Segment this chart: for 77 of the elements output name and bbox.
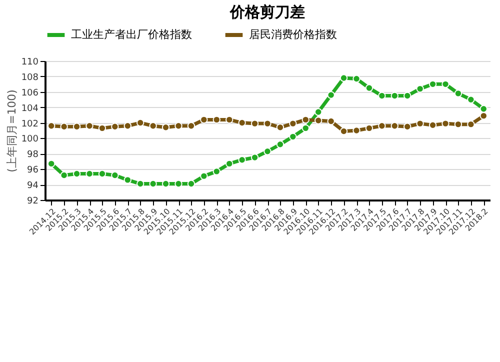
point — [60, 122, 68, 130]
chart-title: 价格剪刀差 — [229, 3, 305, 21]
point — [72, 122, 81, 130]
y-tick-label: 110 — [21, 58, 39, 68]
point — [314, 116, 322, 124]
point — [124, 122, 132, 130]
y-tick-label: 92 — [27, 196, 38, 206]
point — [442, 120, 450, 128]
point — [174, 180, 182, 188]
point — [327, 91, 335, 99]
point — [378, 122, 386, 130]
point — [162, 180, 170, 188]
point — [238, 118, 246, 127]
y-tick-label: 102 — [21, 119, 38, 130]
point — [404, 122, 412, 130]
point — [302, 116, 310, 124]
point — [149, 122, 157, 130]
y-axis-title: (上年同月=100) — [5, 90, 18, 172]
point — [302, 124, 310, 132]
point — [136, 180, 144, 188]
point — [149, 180, 157, 188]
point — [467, 120, 475, 128]
point — [48, 122, 56, 130]
point — [48, 160, 56, 168]
point — [467, 96, 475, 104]
point — [454, 90, 462, 98]
point — [136, 118, 144, 127]
y-tick-label: 94 — [27, 181, 39, 192]
y-tick-label: 100 — [21, 134, 39, 145]
point — [250, 154, 259, 162]
point — [174, 122, 182, 130]
point — [378, 92, 386, 100]
point — [212, 168, 220, 176]
point — [226, 160, 234, 168]
point — [416, 120, 424, 128]
point — [340, 127, 348, 136]
point — [200, 116, 208, 124]
point — [289, 120, 297, 128]
point — [352, 74, 360, 83]
point — [365, 84, 374, 92]
point — [276, 140, 284, 148]
point — [72, 170, 81, 178]
point — [314, 108, 322, 116]
point — [428, 121, 437, 129]
point — [200, 172, 208, 180]
point — [264, 120, 272, 128]
point — [404, 92, 412, 100]
point — [390, 92, 398, 100]
point — [98, 170, 106, 178]
point — [187, 122, 196, 130]
point — [226, 116, 234, 124]
point — [212, 116, 220, 124]
point — [276, 124, 284, 132]
point — [60, 171, 68, 180]
y-tick-label: 96 — [27, 166, 39, 176]
point — [250, 120, 259, 128]
point — [480, 105, 488, 113]
point — [162, 124, 170, 132]
point — [264, 148, 272, 156]
point — [124, 176, 132, 184]
point — [352, 126, 360, 134]
point — [111, 122, 119, 130]
point — [111, 171, 119, 180]
point — [289, 132, 297, 141]
point — [390, 122, 398, 130]
y-tick-label: 104 — [21, 104, 39, 114]
y-tick-label: 98 — [27, 150, 39, 160]
point — [86, 122, 94, 130]
point — [340, 74, 348, 82]
legend-label: 居民消费价格指数 — [249, 28, 337, 41]
point — [86, 170, 94, 178]
legend-label: 工业生产者出厂价格指数 — [71, 28, 192, 41]
point — [327, 117, 335, 126]
point — [442, 80, 450, 88]
point — [187, 180, 196, 188]
y-tick-label: 106 — [21, 88, 39, 98]
y-tick-label: 108 — [21, 72, 39, 83]
